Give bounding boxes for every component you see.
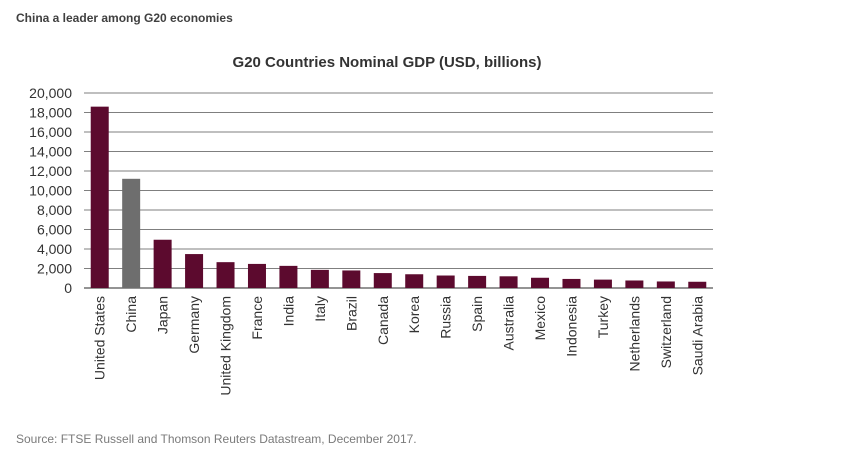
y-tick-label: 12,000 (29, 163, 72, 179)
bar-mexico (531, 277, 550, 288)
bar-united-kingdom (216, 262, 235, 288)
bar-turkey (593, 279, 612, 288)
x-tick-label: Netherlands (626, 296, 642, 372)
x-tick-label: Mexico (532, 296, 548, 341)
x-tick-label: Indonesia (563, 296, 579, 357)
y-tick-label: 6,000 (37, 222, 72, 238)
x-tick-label: Australia (501, 296, 517, 351)
x-tick-label: United States (92, 296, 108, 380)
y-axis-tick-labels: 0 2,000 4,000 6,000 8,000 10,000 12,000 14,000 1… (29, 85, 72, 296)
x-tick-label: China (123, 296, 139, 333)
bar-spain (468, 275, 487, 288)
source-note: Source: FTSE Russell and Thomson Reuters… (16, 432, 417, 446)
chart-title: G20 Countries Nominal GDP (USD, billions… (233, 54, 542, 71)
x-tick-label: Canada (375, 296, 391, 345)
y-tick-label: 10,000 (29, 183, 72, 199)
bar-korea (405, 274, 424, 288)
x-tick-label: India (280, 296, 296, 327)
bar-japan (153, 239, 172, 288)
y-tick-label: 18,000 (29, 105, 72, 121)
chart-header: China a leader among G20 economies (16, 11, 233, 25)
y-tick-label: 14,000 (29, 144, 72, 160)
bar-china (122, 178, 141, 288)
x-tick-label: United Kingdom (218, 296, 234, 396)
x-tick-label: Switzerland (658, 296, 674, 368)
x-tick-label: Germany (186, 296, 202, 354)
bar-saudi-arabia (688, 281, 707, 288)
bar-netherlands (625, 280, 644, 288)
bar-brazil (342, 270, 361, 288)
x-tick-label: Saudi Arabia (689, 296, 705, 376)
bar-indonesia (562, 278, 581, 288)
gridlines (84, 92, 713, 289)
y-tick-label: 0 (64, 280, 72, 296)
y-tick-label: 8,000 (37, 202, 72, 218)
y-tick-label: 20,000 (29, 85, 72, 101)
x-tick-label: Spain (469, 296, 485, 332)
bar-france (247, 263, 266, 288)
x-tick-label: Turkey (595, 296, 611, 338)
bar-russia (436, 275, 455, 288)
bar-canada (373, 273, 392, 288)
y-tick-label: 16,000 (29, 124, 72, 140)
x-tick-label: Italy (312, 296, 328, 322)
x-tick-label: France (249, 296, 265, 340)
bar-italy (310, 269, 329, 288)
x-tick-label: Korea (406, 296, 422, 334)
x-tick-label: Brazil (343, 296, 359, 331)
bar-australia (499, 276, 518, 288)
x-axis-tick-labels: United States China Japan Germany United Kin… (92, 296, 706, 396)
y-tick-label: 2,000 (37, 261, 72, 277)
bar-switzerland (656, 281, 675, 288)
y-tick-label: 4,000 (37, 241, 72, 257)
bar-united-states (90, 106, 109, 289)
x-tick-label: Russia (438, 296, 454, 339)
bars (90, 106, 707, 289)
x-tick-label: Japan (155, 296, 171, 334)
bar-germany (185, 254, 204, 288)
bar-india (279, 265, 298, 288)
